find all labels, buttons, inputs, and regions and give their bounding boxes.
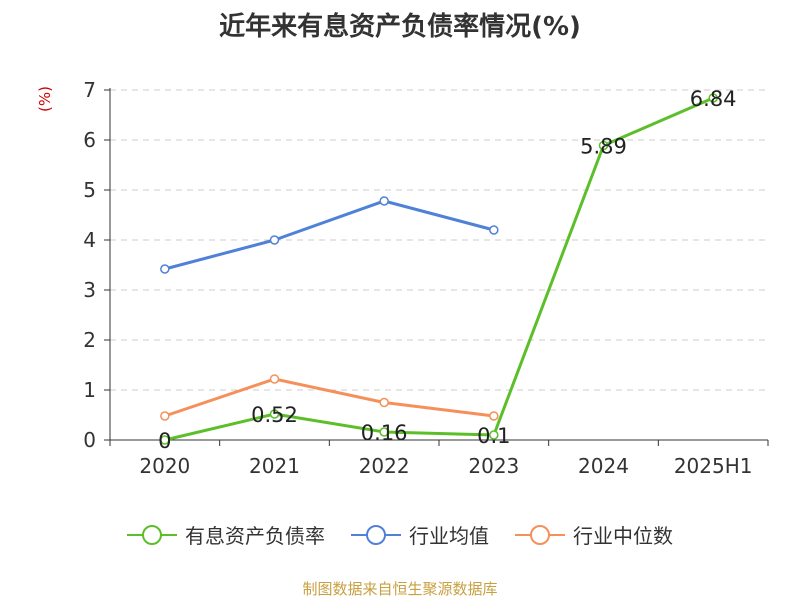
data-point <box>269 409 280 419</box>
data-source-note: 制图数据来自恒生聚源数据库 <box>302 580 498 598</box>
legend: 有息资产负债率 行业均值 行业中位数 <box>0 520 800 549</box>
data-point <box>598 140 609 151</box>
x-tick-label: 2022 <box>359 454 410 478</box>
legend-label: 有息资产负债率 <box>185 524 325 548</box>
data-label: 0 <box>158 429 171 453</box>
data-label: 0.52 <box>251 403 298 427</box>
data-label: 6.84 <box>690 87 737 111</box>
data-point <box>160 435 170 445</box>
series-line <box>164 199 495 271</box>
legend-item-industry-mean[interactable]: 行业均值 <box>351 520 489 549</box>
y-tick-label: 7 <box>83 78 96 102</box>
data-point <box>379 427 389 437</box>
data-label: 0.1 <box>477 424 510 448</box>
series-line <box>164 377 495 418</box>
y-tick-label: 5 <box>83 178 96 202</box>
legend-item-interest-debt-ratio[interactable]: 有息资产负债率 <box>127 520 325 549</box>
x-tick-label: 2023 <box>468 454 519 478</box>
y-tick-label: 6 <box>83 128 96 152</box>
data-label: 5.89 <box>580 135 627 159</box>
x-tick-label: 2024 <box>578 454 629 478</box>
data-point <box>708 93 718 103</box>
legend-item-industry-median[interactable]: 行业中位数 <box>515 520 673 549</box>
data-point <box>379 196 389 206</box>
x-tick-label: 2025H1 <box>674 454 753 478</box>
series-line <box>164 96 714 442</box>
legend-label: 行业均值 <box>409 524 489 548</box>
data-point <box>269 235 280 245</box>
y-tick-label: 3 <box>83 278 96 302</box>
x-tick-label: 2020 <box>139 454 190 478</box>
legend-marker-orange-icon <box>515 524 565 545</box>
data-point <box>160 264 170 274</box>
data-point <box>379 397 389 408</box>
y-tick-label: 4 <box>83 228 96 252</box>
data-point <box>489 411 499 421</box>
chart-title: 近年来有息资产负债率情况(%) <box>219 12 581 42</box>
data-point <box>160 411 170 421</box>
x-tick-label: 2021 <box>249 454 300 478</box>
legend-marker-blue-icon <box>351 524 401 545</box>
data-point <box>489 430 499 440</box>
data-point <box>489 225 499 235</box>
legend-marker-green-icon <box>127 524 177 545</box>
y-tick-label: 2 <box>83 328 96 352</box>
legend-label: 行业中位数 <box>573 524 673 548</box>
data-point <box>269 374 280 384</box>
data-label: 0.16 <box>361 421 408 445</box>
y-tick-label: 0 <box>83 428 96 452</box>
y-tick-label: 1 <box>83 378 96 402</box>
